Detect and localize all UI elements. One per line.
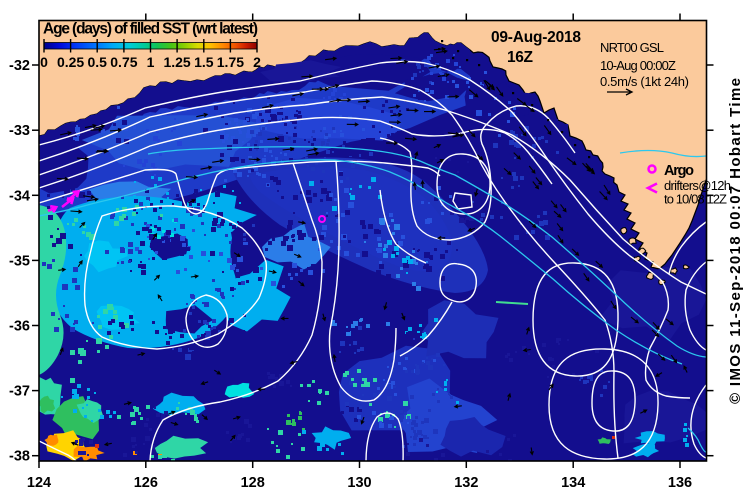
svg-text:10-Aug 00:00Z: 10-Aug 00:00Z <box>600 58 676 73</box>
svg-text:124: 124 <box>27 475 51 491</box>
svg-text:1.75: 1.75 <box>217 54 244 70</box>
svg-text:0.5m/s (1kt 24h): 0.5m/s (1kt 24h) <box>600 74 689 89</box>
svg-text:© IMOS 11-Sep-2018 00:07 Hobar: © IMOS 11-Sep-2018 00:07 Hobart Time <box>727 78 744 404</box>
svg-text:0: 0 <box>40 54 48 70</box>
svg-text:-37: -37 <box>9 384 30 400</box>
svg-text:130: 130 <box>347 475 371 491</box>
svg-text:-32: -32 <box>9 58 30 74</box>
svg-text:Argo: Argo <box>664 163 694 179</box>
svg-text:134: 134 <box>561 475 585 491</box>
svg-text:09-Aug-2018: 09-Aug-2018 <box>491 29 581 46</box>
svg-text:drifters@12h: drifters@12h <box>664 178 731 193</box>
svg-text:0.75: 0.75 <box>110 54 137 70</box>
svg-text:1.25: 1.25 <box>163 54 190 70</box>
svg-text:0.25: 0.25 <box>57 54 84 70</box>
svg-text:126: 126 <box>134 475 158 491</box>
svg-text:128: 128 <box>241 475 265 491</box>
svg-text:136: 136 <box>668 475 692 491</box>
svg-text:132: 132 <box>454 475 478 491</box>
svg-text:NRT00 GSL: NRT00 GSL <box>600 40 664 55</box>
svg-text:-35: -35 <box>9 253 30 269</box>
svg-text:1: 1 <box>147 54 155 70</box>
svg-text:-38: -38 <box>9 449 30 465</box>
svg-text:1.5: 1.5 <box>194 54 214 70</box>
svg-text:16Z: 16Z <box>507 49 534 66</box>
svg-text:-36: -36 <box>9 319 30 335</box>
svg-text:2: 2 <box>253 54 261 70</box>
svg-text:to 10/08 12Z: to 10/08 12Z <box>664 192 727 207</box>
svg-text:-33: -33 <box>9 123 30 139</box>
svg-text:0.5: 0.5 <box>87 54 107 70</box>
svg-text:Age (days) of filled SST (wrt: Age (days) of filled SST (wrt latest) <box>43 21 258 38</box>
svg-text:-34: -34 <box>9 188 30 204</box>
